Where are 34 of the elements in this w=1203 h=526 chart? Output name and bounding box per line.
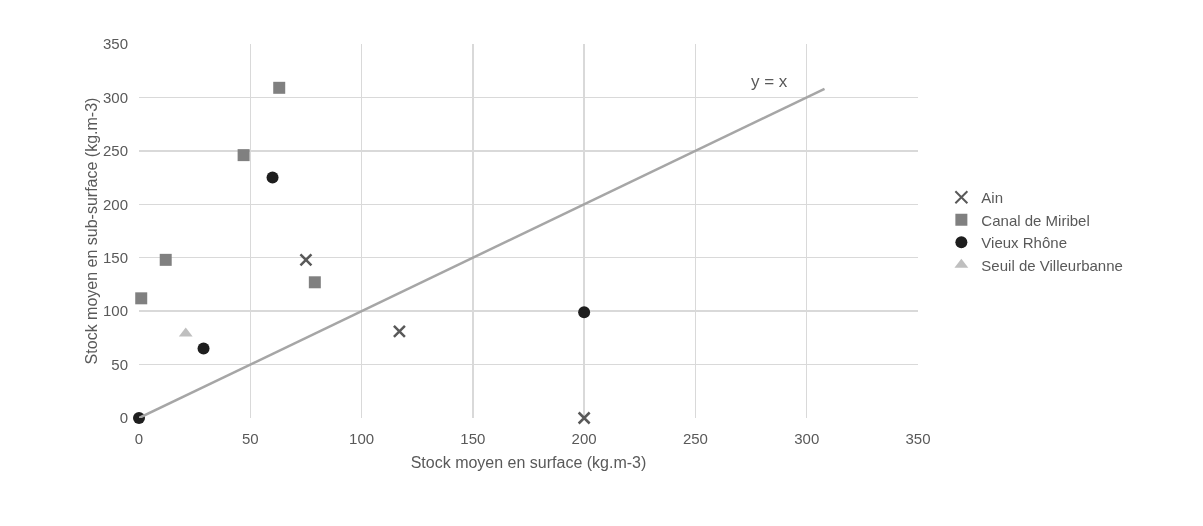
y-axis-title: Stock moyen en sub-surface (kg.m-3) bbox=[83, 97, 100, 365]
annotation: y = x bbox=[751, 72, 788, 91]
point bbox=[273, 81, 286, 94]
y-tick-label: 50 bbox=[111, 355, 128, 373]
x-tick-label: 150 bbox=[460, 430, 486, 447]
x-tick-label: 250 bbox=[682, 430, 708, 447]
point bbox=[237, 149, 250, 162]
point bbox=[135, 292, 148, 305]
point bbox=[308, 276, 321, 289]
legend-label: Seuil de Villeurbanne bbox=[981, 256, 1123, 274]
point bbox=[197, 342, 210, 355]
y-tick-label: 150 bbox=[102, 248, 128, 266]
y-tick-label: 100 bbox=[102, 302, 128, 320]
point bbox=[266, 171, 279, 184]
x-tick-label: 200 bbox=[571, 430, 597, 447]
legend-label: Vieux Rhône bbox=[981, 234, 1067, 252]
legend-label: Ain bbox=[981, 189, 1004, 207]
y-tick-label: 200 bbox=[102, 195, 128, 213]
point bbox=[392, 324, 407, 339]
x-tick-label: 350 bbox=[905, 430, 931, 447]
point bbox=[578, 306, 591, 319]
point bbox=[159, 253, 172, 266]
x-tick-label: 50 bbox=[241, 430, 259, 447]
y-tick-label: 350 bbox=[102, 35, 128, 53]
point bbox=[577, 411, 591, 425]
legend-label: Canal de Miribel bbox=[981, 211, 1090, 229]
x-tick-label: 0 bbox=[134, 430, 144, 447]
y-tick-label: 250 bbox=[102, 142, 128, 160]
x-tick-label: 300 bbox=[794, 430, 820, 447]
y-tick-label: 300 bbox=[102, 88, 128, 106]
x-axis-title: Stock moyen en surface (kg.m-3) bbox=[410, 453, 647, 471]
y-tick-label: 0 bbox=[119, 409, 128, 427]
x-tick-label: 100 bbox=[349, 430, 375, 447]
point bbox=[299, 253, 313, 267]
